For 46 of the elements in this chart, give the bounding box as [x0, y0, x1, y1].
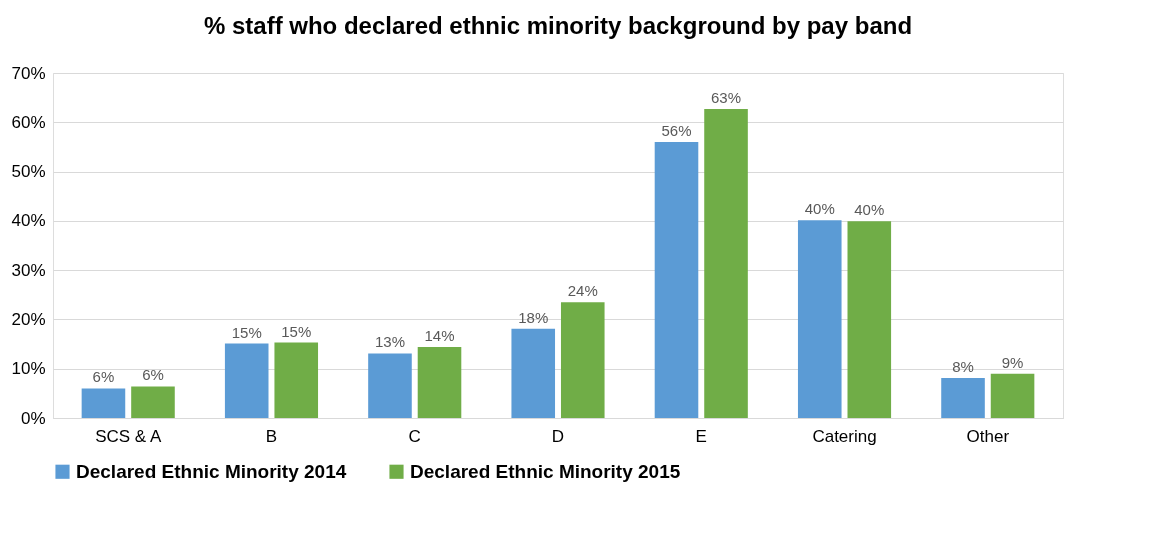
- bar: [368, 353, 412, 418]
- data-label: 13%: [374, 333, 405, 351]
- bar: [511, 328, 556, 418]
- x-tick-label: C: [408, 426, 421, 446]
- bar: [81, 388, 126, 418]
- x-tick-label: Catering: [812, 426, 877, 446]
- bar: [704, 108, 748, 418]
- y-tick-label: 50%: [11, 162, 46, 182]
- legend-label: Declared Ethnic Minority 2015: [410, 460, 681, 482]
- x-tick-label: E: [695, 426, 707, 446]
- y-tick-label: 0%: [20, 408, 46, 428]
- x-tick-label: Other: [966, 426, 1010, 446]
- data-label: 8%: [952, 358, 974, 376]
- legend-label: Declared Ethnic Minority 2014: [76, 460, 347, 482]
- data-label: 63%: [711, 88, 742, 106]
- y-tick-label: 40%: [11, 211, 46, 231]
- y-tick-label: 60%: [11, 112, 46, 132]
- x-tick-label: D: [551, 426, 565, 446]
- bar: [131, 386, 175, 418]
- data-label: 6%: [92, 368, 115, 386]
- bar: [941, 378, 985, 418]
- bar: [417, 347, 462, 418]
- data-label: 40%: [804, 200, 835, 218]
- bar: [224, 343, 269, 418]
- data-label: 40%: [854, 201, 885, 219]
- data-label: 9%: [1001, 353, 1024, 371]
- data-label: 14%: [424, 327, 455, 345]
- y-tick-label: 20%: [11, 309, 46, 329]
- data-label: 15%: [231, 323, 262, 341]
- data-label: 18%: [518, 308, 549, 326]
- bar: [654, 142, 699, 418]
- chart-title: % staff who declared ethnic minority background by pay band: [203, 12, 913, 39]
- bar: [274, 342, 319, 418]
- bar: [560, 302, 605, 418]
- x-tick-label: B: [265, 426, 278, 446]
- bar: [797, 220, 842, 418]
- bar: [847, 221, 892, 418]
- y-tick-label: 10%: [11, 359, 46, 379]
- y-tick-label: 70%: [11, 63, 46, 83]
- data-label: 56%: [661, 122, 692, 139]
- y-tick-label: 30%: [11, 260, 46, 280]
- bar: [990, 373, 1035, 418]
- data-label: 6%: [142, 366, 164, 384]
- data-label: 15%: [281, 322, 312, 340]
- x-tick-label: SCS & A: [95, 426, 162, 446]
- data-label: 24%: [567, 282, 598, 300]
